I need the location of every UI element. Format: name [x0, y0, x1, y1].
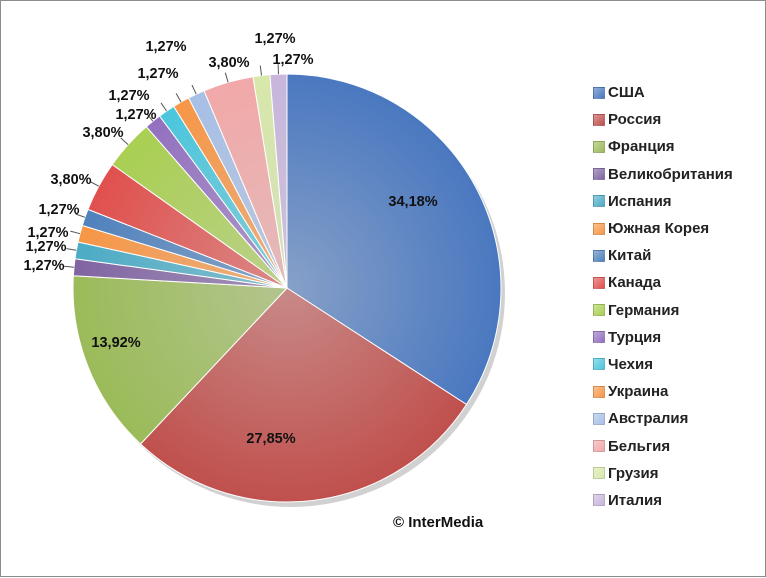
leader-line-14 [225, 73, 228, 83]
legend-label: Бельгия [608, 438, 670, 455]
legend-swatch [593, 141, 605, 153]
data-label-6: 1,27% [27, 225, 68, 241]
data-label-5: 1,27% [25, 239, 66, 255]
data-label-7: 1,27% [38, 202, 79, 218]
data-label-13: 1,27% [145, 39, 186, 55]
data-label-16: 1,27% [272, 52, 313, 68]
legend-swatch [593, 304, 605, 316]
legend: США Россия Франция Великобритания Испания Южн… [593, 79, 763, 514]
legend-item-5: Испания [593, 188, 763, 215]
legend-item-8: Канада [593, 269, 763, 296]
leader-line-4 [64, 266, 74, 267]
legend-item-16: Италия [593, 487, 763, 514]
leader-line-5 [67, 249, 77, 251]
legend-label: Испания [608, 193, 672, 210]
data-label-14: 3,80% [208, 55, 249, 71]
data-label-10: 1,27% [108, 88, 149, 104]
legend-label: Турция [608, 329, 661, 346]
legend-item-3: Франция [593, 133, 763, 160]
data-label-9: 3,80% [82, 125, 123, 141]
legend-swatch [593, 87, 605, 99]
legend-label: Великобритания [608, 166, 733, 183]
copyright-label: © InterMedia [393, 514, 483, 531]
data-label-12: 1,27% [137, 66, 178, 82]
leader-line-15 [260, 66, 261, 76]
legend-swatch [593, 467, 605, 479]
legend-swatch [593, 386, 605, 398]
legend-label: США [608, 84, 645, 101]
legend-item-6: Южная Корея [593, 215, 763, 242]
legend-swatch [593, 358, 605, 370]
legend-swatch [593, 440, 605, 452]
legend-label: Южная Корея [608, 220, 709, 237]
leader-line-12 [176, 93, 181, 102]
legend-label: Италия [608, 492, 662, 509]
legend-item-9: Германия [593, 297, 763, 324]
legend-label: Чехия [608, 356, 653, 373]
data-label-15: 1,27% [254, 31, 295, 47]
legend-item-4: Великобритания [593, 161, 763, 188]
data-label-2: 27,85% [246, 431, 295, 447]
legend-item-10: Турция [593, 324, 763, 351]
leader-line-6 [70, 231, 80, 234]
data-label-1: 34,18% [388, 194, 437, 210]
data-label-8: 3,80% [50, 172, 91, 188]
legend-item-12: Украина [593, 378, 763, 405]
legend-swatch [593, 195, 605, 207]
legend-label: Канада [608, 274, 661, 291]
legend-swatch [593, 413, 605, 425]
legend-label: Австралия [608, 410, 688, 427]
data-label-4: 1,27% [23, 258, 64, 274]
legend-item-15: Грузия [593, 460, 763, 487]
legend-label: Грузия [608, 465, 658, 482]
data-label-11: 1,27% [115, 107, 156, 123]
legend-swatch [593, 494, 605, 506]
legend-item-7: Китай [593, 242, 763, 269]
legend-swatch [593, 277, 605, 289]
legend-item-14: Бельгия [593, 432, 763, 459]
legend-swatch [593, 114, 605, 126]
legend-item-13: Австралия [593, 405, 763, 432]
legend-label: Украина [608, 383, 668, 400]
leader-line-11 [161, 103, 167, 111]
legend-item-2: Россия [593, 106, 763, 133]
legend-swatch [593, 250, 605, 262]
legend-label: Франция [608, 138, 675, 155]
legend-swatch [593, 223, 605, 235]
legend-label: Китай [608, 247, 651, 264]
legend-item-11: Чехия [593, 351, 763, 378]
data-label-3: 13,92% [91, 335, 140, 351]
legend-swatch [593, 168, 605, 180]
leader-line-13 [192, 85, 196, 94]
legend-item-1: США [593, 79, 763, 106]
legend-label: Германия [608, 302, 679, 319]
legend-label: Россия [608, 111, 661, 128]
legend-swatch [593, 331, 605, 343]
